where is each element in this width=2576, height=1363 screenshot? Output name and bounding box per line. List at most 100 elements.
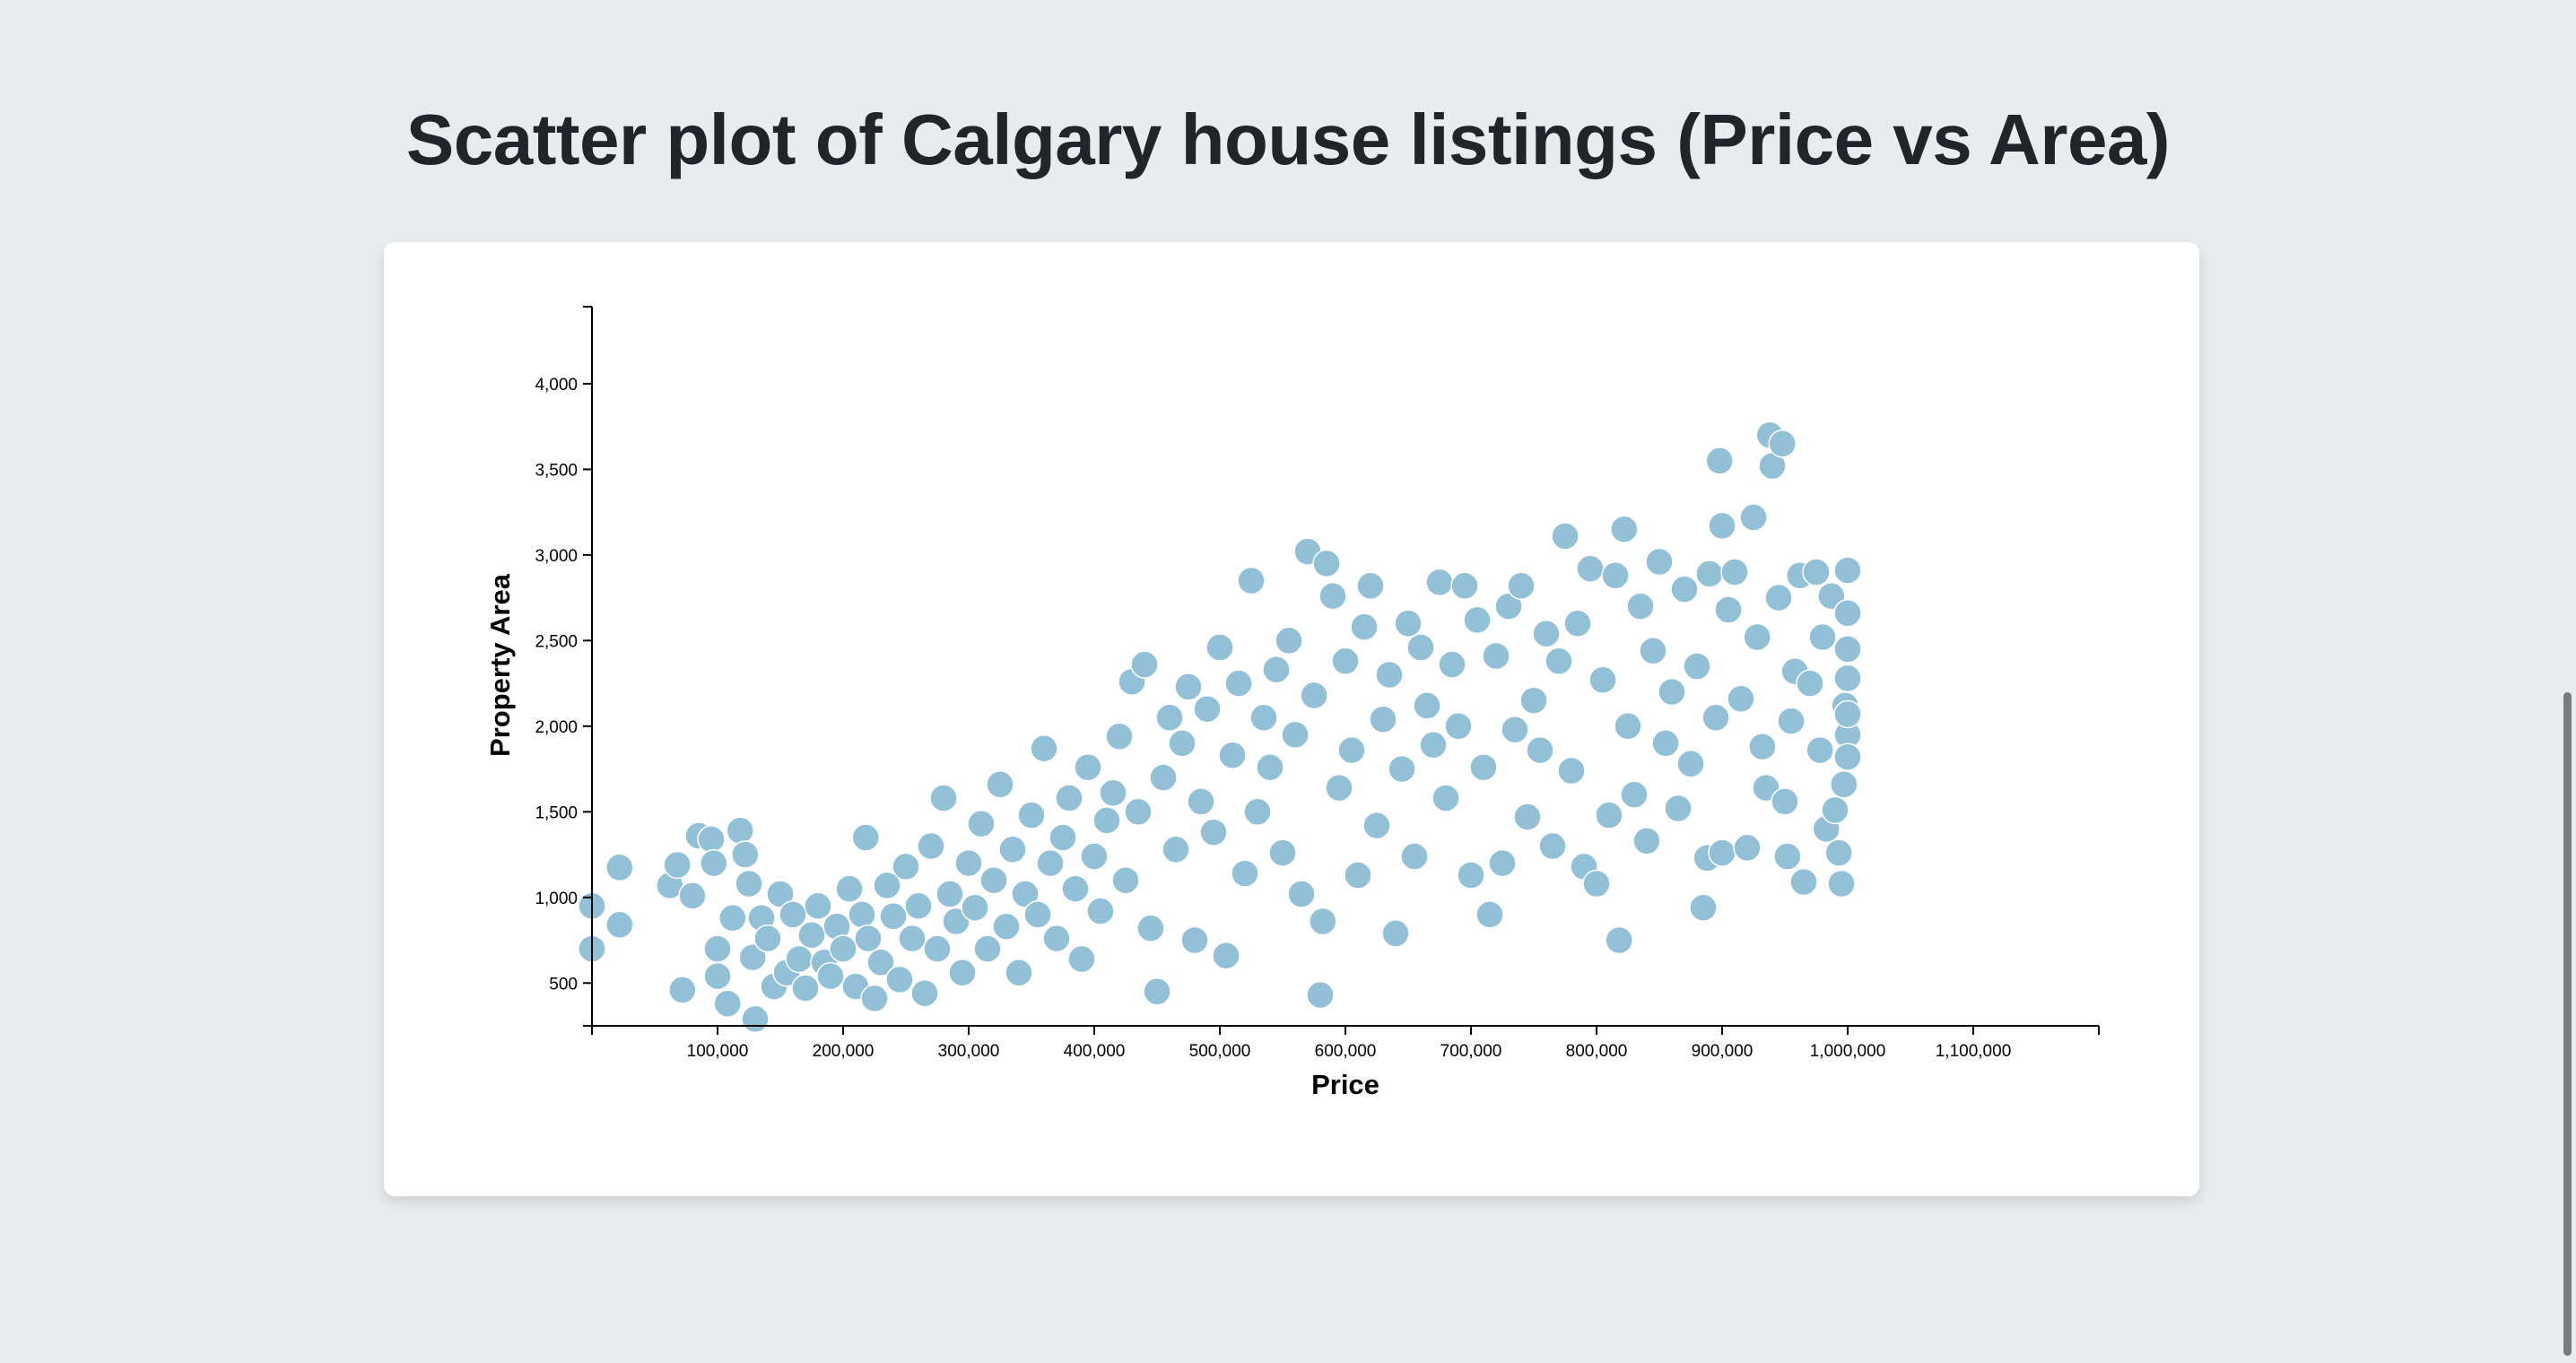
data-point bbox=[1683, 652, 1711, 681]
data-point bbox=[1005, 959, 1033, 987]
chart-card: 100,000 200,000 300,000 400,000 500,000 600,0… bbox=[384, 242, 2199, 1196]
data-point bbox=[1212, 941, 1240, 970]
data-point bbox=[1501, 715, 1529, 744]
data-point bbox=[929, 784, 958, 812]
y-tick-label: 2,000 bbox=[535, 718, 578, 737]
data-point bbox=[1042, 924, 1071, 953]
data-point bbox=[1563, 609, 1592, 638]
data-point bbox=[713, 989, 742, 1018]
data-point bbox=[1689, 893, 1718, 922]
data-point bbox=[1061, 874, 1090, 903]
data-point bbox=[1444, 712, 1473, 741]
data-point bbox=[892, 852, 920, 881]
data-point bbox=[954, 848, 983, 878]
data-point bbox=[1664, 794, 1693, 823]
data-point bbox=[1507, 571, 1536, 601]
data-point bbox=[1475, 900, 1504, 929]
data-point bbox=[917, 831, 945, 861]
data-point bbox=[1432, 784, 1460, 812]
data-point bbox=[766, 880, 795, 908]
data-point bbox=[1362, 811, 1391, 840]
data-point bbox=[986, 770, 1014, 799]
x-tick-label: 1,100,000 bbox=[1936, 1042, 2012, 1061]
data-point bbox=[1610, 515, 1639, 543]
data-point bbox=[851, 823, 880, 852]
data-point bbox=[1111, 865, 1140, 895]
data-point bbox=[678, 881, 707, 910]
x-tick-label: 700,000 bbox=[1440, 1042, 1502, 1061]
data-point bbox=[1777, 707, 1806, 735]
data-point bbox=[1519, 686, 1548, 715]
x-axis-title: Price bbox=[1311, 1069, 1379, 1100]
data-point bbox=[1023, 900, 1052, 929]
data-point bbox=[663, 850, 692, 880]
data-point bbox=[1494, 592, 1523, 621]
data-point bbox=[668, 976, 697, 1004]
data-point bbox=[923, 934, 952, 963]
data-point bbox=[1268, 838, 1297, 867]
data-point bbox=[1036, 848, 1065, 878]
data-point bbox=[1381, 919, 1410, 948]
data-point bbox=[816, 961, 845, 991]
data-point bbox=[1055, 784, 1083, 812]
data-point bbox=[1231, 859, 1259, 888]
data-point bbox=[1720, 558, 1749, 586]
x-tick-label: 800,000 bbox=[1566, 1042, 1628, 1061]
data-point bbox=[1743, 622, 1771, 652]
data-point bbox=[992, 912, 1021, 941]
data-point bbox=[1331, 647, 1360, 676]
data-point bbox=[1388, 754, 1416, 784]
data-point bbox=[1337, 735, 1366, 765]
data-point bbox=[1325, 773, 1353, 803]
data-point bbox=[738, 942, 767, 972]
data-point bbox=[1011, 880, 1040, 908]
data-point bbox=[1218, 741, 1247, 770]
data-point bbox=[973, 934, 1002, 963]
data-point bbox=[1318, 581, 1347, 611]
y-tick-label: 4,000 bbox=[535, 376, 578, 395]
data-point bbox=[1595, 801, 1623, 829]
data-point bbox=[1130, 650, 1159, 679]
data-point bbox=[1249, 703, 1278, 733]
data-point bbox=[1136, 914, 1165, 942]
data-point bbox=[1174, 673, 1203, 701]
data-point bbox=[1802, 558, 1831, 586]
data-point bbox=[1695, 560, 1724, 588]
data-point bbox=[1400, 842, 1429, 871]
data-point bbox=[1614, 712, 1642, 741]
data-point bbox=[1808, 622, 1837, 652]
data-point bbox=[700, 848, 728, 878]
scrollbar-thumb[interactable] bbox=[2563, 692, 2572, 1356]
data-point bbox=[1309, 907, 1337, 936]
data-point bbox=[1714, 595, 1743, 624]
data-point bbox=[1708, 838, 1736, 867]
data-point bbox=[1469, 752, 1498, 782]
data-point bbox=[1708, 511, 1736, 541]
data-point bbox=[1017, 801, 1046, 829]
data-point bbox=[1824, 838, 1853, 867]
data-point bbox=[910, 978, 939, 1008]
data-point bbox=[1124, 797, 1153, 827]
data-point bbox=[873, 871, 901, 900]
data-point bbox=[948, 959, 977, 987]
data-point bbox=[785, 944, 814, 974]
data-point bbox=[605, 910, 634, 940]
data-point bbox=[1350, 612, 1379, 641]
data-point bbox=[904, 891, 933, 921]
data-point bbox=[1482, 641, 1510, 671]
data-point bbox=[1833, 699, 1862, 729]
data-point bbox=[898, 924, 927, 953]
y-tick-label: 1,000 bbox=[535, 890, 578, 908]
data-point bbox=[1067, 944, 1096, 974]
data-point bbox=[726, 816, 754, 846]
data-point bbox=[1545, 647, 1573, 676]
data-point bbox=[605, 853, 634, 882]
data-point bbox=[731, 840, 760, 869]
x-tick-label: 300,000 bbox=[938, 1042, 1000, 1061]
data-point bbox=[848, 900, 876, 929]
data-point bbox=[1532, 619, 1561, 648]
data-point bbox=[804, 891, 832, 921]
page-title: Scatter plot of Calgary house listings (… bbox=[405, 100, 2171, 179]
data-point bbox=[735, 869, 763, 899]
x-tick-label: 200,000 bbox=[813, 1042, 875, 1061]
